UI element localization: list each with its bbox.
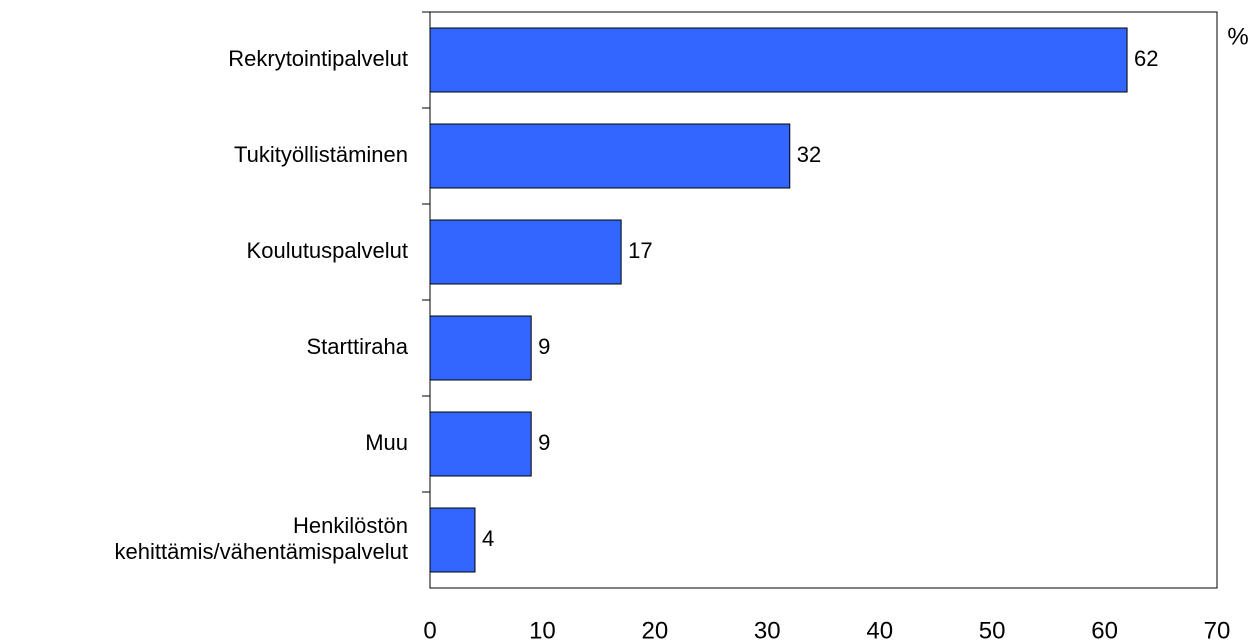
y-tick-label: Tukityöllistäminen xyxy=(234,142,408,167)
x-tick-label: 70 xyxy=(1204,617,1231,644)
y-tick-label: Muu xyxy=(365,430,408,455)
y-tick-label: Rekrytointipalvelut xyxy=(228,46,408,71)
bar xyxy=(429,123,791,189)
bar xyxy=(429,27,1128,93)
value-label: 17 xyxy=(628,238,652,263)
y-tick-label-line: kehittämis/vähentämispalvelut xyxy=(115,539,408,564)
bar xyxy=(429,507,476,573)
x-tick-label: 10 xyxy=(529,617,556,644)
value-label: 9 xyxy=(538,430,550,455)
x-tick-label: 0 xyxy=(423,617,436,644)
value-label: 9 xyxy=(538,334,550,359)
y-tick-label: Koulutuspalvelut xyxy=(247,238,408,263)
x-tick-label: 60 xyxy=(1091,617,1118,644)
unit-label: % xyxy=(1227,23,1248,50)
x-tick-label: 50 xyxy=(979,617,1006,644)
x-tick-label: 20 xyxy=(642,617,669,644)
bar xyxy=(429,219,622,285)
x-tick-label: 40 xyxy=(866,617,893,644)
y-tick-label-line: Henkilöstön xyxy=(293,513,408,538)
value-label: 4 xyxy=(482,526,494,551)
x-tick-label: 30 xyxy=(754,617,781,644)
plot-frame xyxy=(429,11,1218,589)
y-tick-label: Starttiraha xyxy=(307,334,409,359)
bar xyxy=(429,411,532,477)
y-tick-label: Henkilöstön kehittämis/vähentämispalvelut xyxy=(115,513,408,564)
value-label: 32 xyxy=(797,142,821,167)
value-label: 62 xyxy=(1134,46,1158,71)
bar xyxy=(429,315,532,381)
